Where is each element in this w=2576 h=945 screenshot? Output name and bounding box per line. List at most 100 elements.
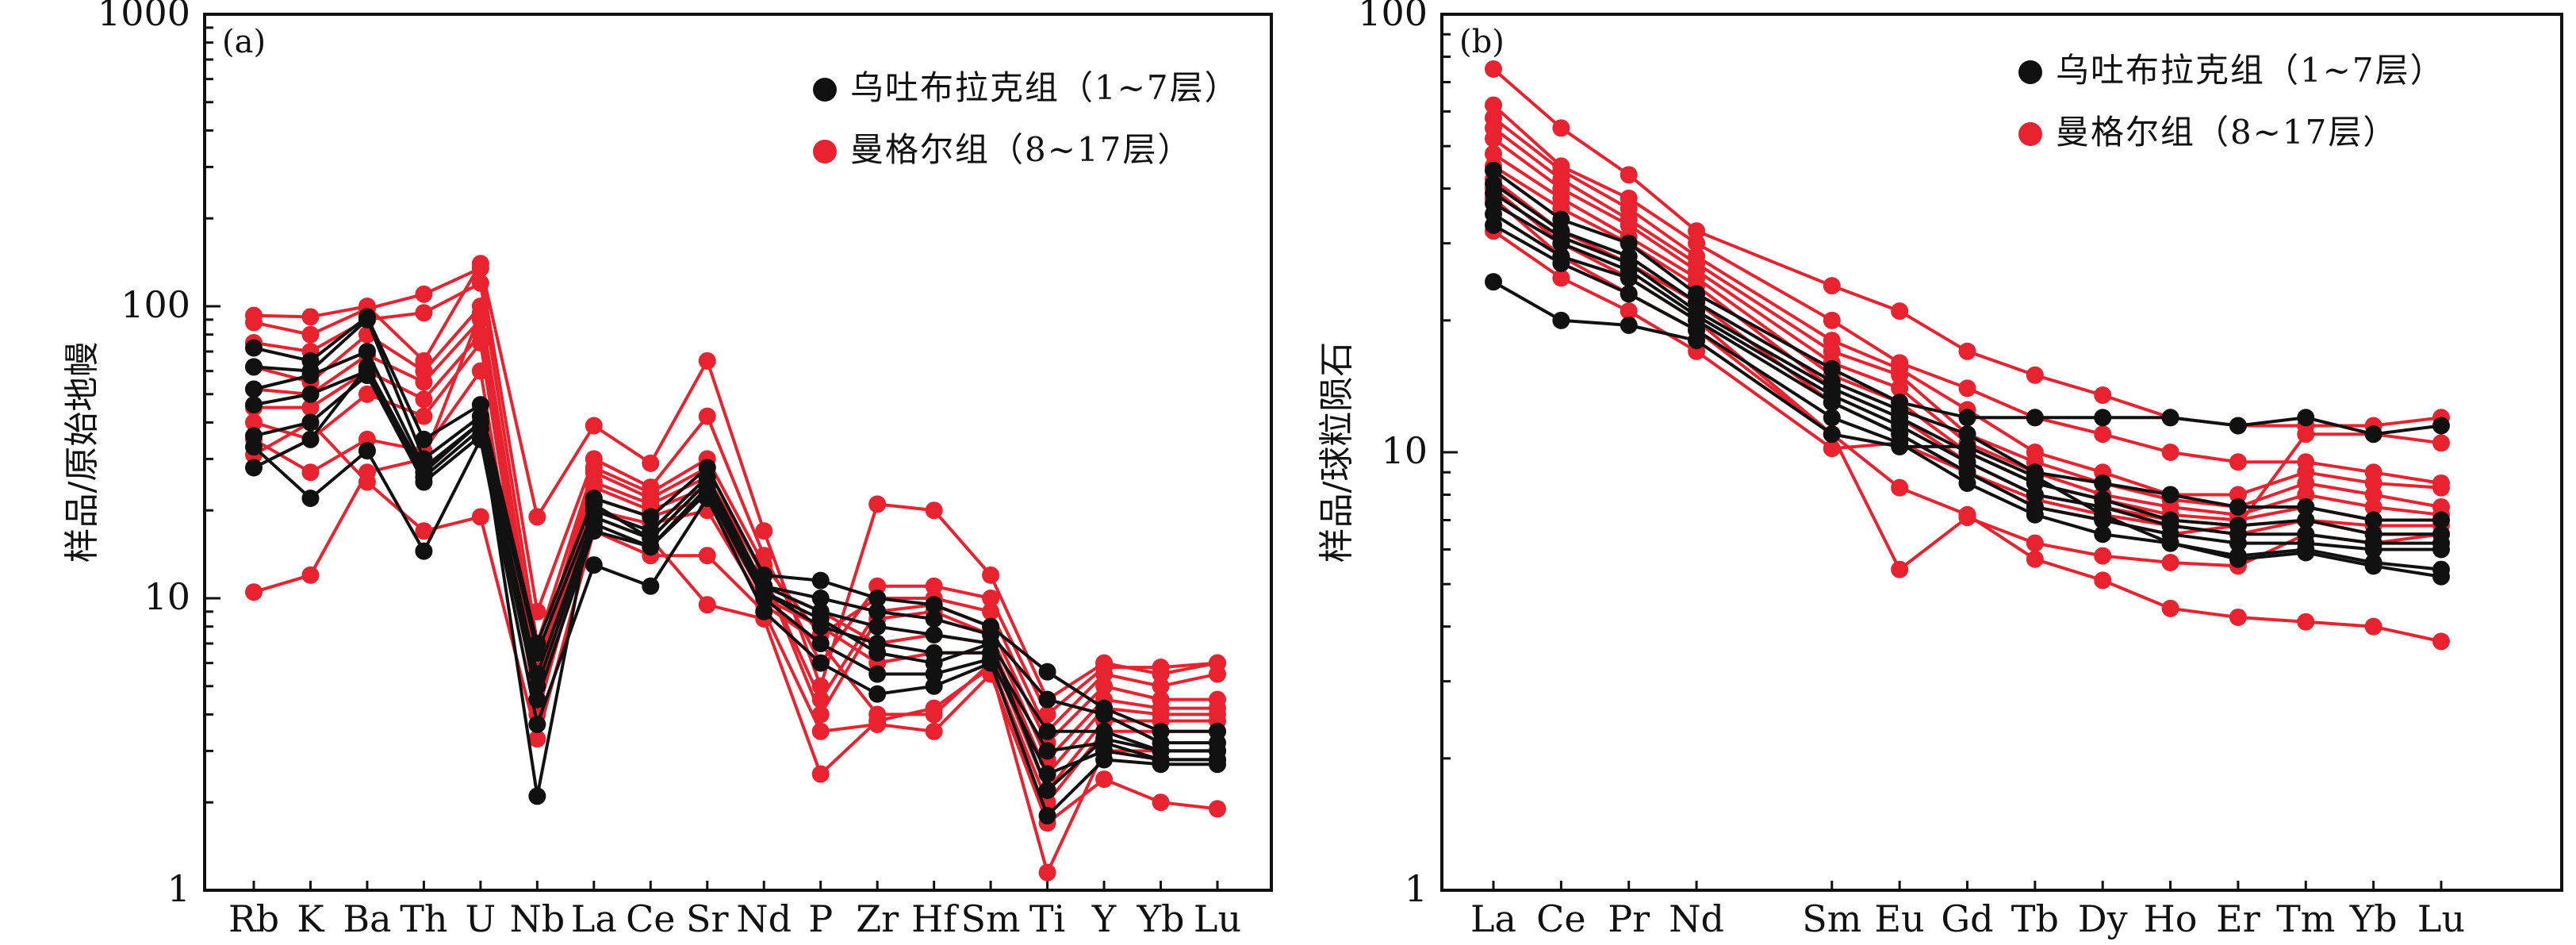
data-point	[471, 430, 489, 448]
data-point	[2364, 511, 2382, 529]
data-point	[1891, 478, 1909, 497]
x-tick-label: Zr	[856, 897, 899, 940]
series-line	[253, 280, 1218, 735]
x-tick-label: Hf	[911, 897, 959, 940]
data-point	[1095, 730, 1114, 748]
data-point	[2026, 505, 2044, 524]
x-tick-label: Rb	[228, 897, 279, 940]
data-point	[2364, 497, 2382, 516]
data-point	[868, 643, 887, 662]
legend-label: 曼格尔组（8~17层）	[850, 130, 1192, 169]
data-point	[755, 583, 773, 601]
data-point	[2161, 534, 2179, 552]
data-point	[2161, 444, 2179, 461]
data-point	[811, 635, 830, 653]
x-tick-label: Th	[400, 897, 447, 940]
x-tick-label: Lu	[1194, 897, 1241, 940]
x-tick-label: Ti	[1029, 897, 1065, 940]
data-point	[1823, 409, 1841, 427]
data-point	[2297, 497, 2315, 516]
data-point	[301, 430, 320, 448]
data-point	[301, 413, 320, 432]
data-point	[1620, 302, 1638, 321]
data-point	[811, 609, 830, 628]
data-point	[2094, 525, 2112, 544]
data-point	[811, 765, 830, 783]
data-point	[301, 385, 320, 403]
data-point	[868, 712, 887, 730]
data-point	[2026, 534, 2044, 552]
data-point	[1620, 285, 1638, 303]
data-point	[868, 590, 887, 607]
data-point	[1620, 316, 1638, 334]
data-point	[245, 396, 263, 414]
data-point	[982, 635, 1000, 653]
data-point	[2432, 434, 2450, 452]
data-point	[2297, 409, 2315, 427]
data-point	[1958, 474, 1976, 492]
data-point	[2026, 550, 2044, 568]
data-point	[1823, 425, 1841, 444]
data-point	[2161, 599, 2179, 617]
data-point	[471, 413, 489, 432]
x-tick-label: La	[571, 897, 617, 940]
data-point	[301, 566, 320, 584]
data-point	[245, 358, 263, 376]
series-red-8	[245, 413, 1226, 832]
data-point	[301, 489, 320, 507]
y-tick-label: 100	[121, 283, 190, 326]
x-tick-label: Y	[1091, 897, 1117, 940]
series-black-12	[1485, 175, 2450, 529]
y-tick-label: 1	[167, 867, 190, 910]
x-tick-label: Ba	[343, 897, 391, 940]
data-point	[415, 542, 433, 560]
x-tick-label: La	[1470, 897, 1516, 940]
data-point	[245, 459, 263, 477]
data-point	[642, 577, 660, 595]
data-point	[1038, 690, 1056, 709]
data-point	[1552, 234, 1570, 252]
data-point	[528, 508, 546, 526]
data-point	[415, 522, 433, 540]
data-point	[2094, 474, 2112, 492]
data-point	[642, 454, 660, 472]
data-point	[1823, 440, 1841, 458]
data-point	[1038, 781, 1056, 799]
series-line	[1493, 224, 2442, 571]
series-line	[1492, 182, 2441, 522]
data-point	[1958, 379, 1976, 398]
data-point	[1485, 144, 1502, 163]
series-line	[1492, 169, 2442, 436]
data-point	[2432, 478, 2450, 497]
data-point	[2094, 571, 2112, 590]
data-point	[358, 343, 376, 361]
data-point	[1823, 277, 1841, 295]
data-point	[925, 625, 943, 643]
x-tick-label: Ho	[2144, 897, 2198, 940]
y-axis-label: 样品/原始地幔	[62, 342, 102, 563]
data-point	[1891, 437, 1909, 455]
data-point	[2094, 505, 2112, 524]
panel-label: (b)	[1459, 24, 1505, 60]
data-point	[1152, 755, 1170, 774]
data-point	[1038, 742, 1056, 760]
data-point	[1485, 216, 1502, 234]
series-line	[1492, 117, 2442, 497]
data-point	[245, 583, 263, 601]
data-point	[925, 596, 943, 614]
data-point	[2229, 417, 2247, 435]
data-point	[982, 590, 1000, 607]
data-point	[2364, 617, 2382, 636]
data-point	[1620, 269, 1638, 287]
data-point	[1038, 722, 1056, 740]
data-point	[925, 577, 943, 595]
data-point	[982, 566, 1000, 584]
series-line	[1492, 202, 2441, 545]
data-point	[1209, 755, 1226, 774]
data-point	[301, 463, 320, 482]
data-point	[2364, 540, 2382, 559]
data-point	[245, 380, 263, 398]
y-tick-label: 10	[1381, 429, 1428, 472]
data-point	[301, 308, 320, 326]
data-point	[245, 339, 263, 357]
